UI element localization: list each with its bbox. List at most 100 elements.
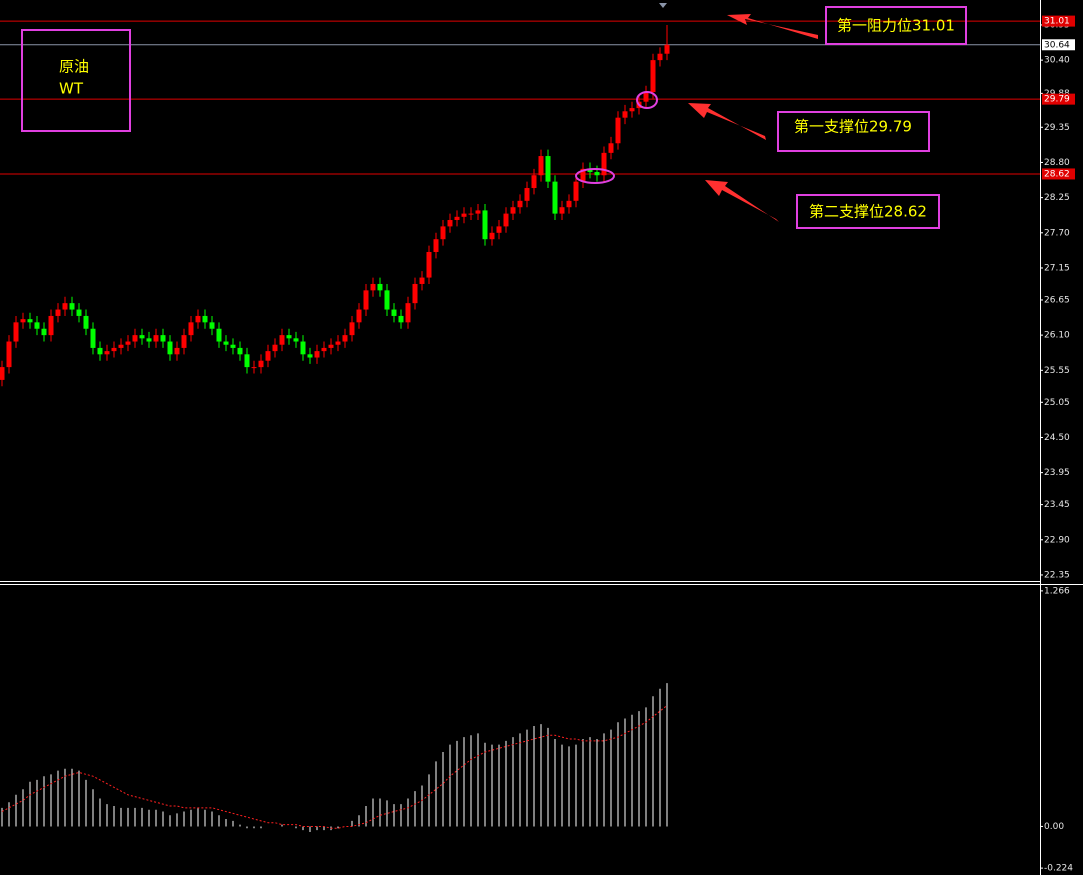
candle-body [433,239,439,252]
y-tick-label: 26.65 [1044,295,1070,305]
candle-body [531,175,537,189]
candle-body [279,335,285,345]
candle-body [615,117,621,144]
candle-body [293,338,299,342]
candle-body [55,309,61,316]
arrow [727,14,818,39]
candle-body [34,322,40,329]
candle-body [377,283,383,291]
candle-body [545,156,551,182]
candle-body [650,60,656,93]
candle-body [608,143,614,153]
candle-body [342,335,348,342]
signal-line [1,705,668,829]
candle-body [76,309,82,316]
candle-body [349,322,355,336]
candle-body [258,360,264,368]
candle-body [482,210,488,240]
annotation-box [777,111,930,152]
candle-body [132,335,138,342]
shift-marker [659,3,667,8]
candle-body [300,341,306,355]
annotation-box [796,194,940,229]
y-tick-label: 28.80 [1044,158,1070,168]
annotation: 第一支撑位29.79 [794,118,912,136]
candle-body [146,338,152,342]
candle-body [118,344,124,348]
candle-body [664,44,670,54]
candle-body [265,351,271,361]
candle-body [475,210,481,214]
candle-body [405,303,411,323]
level-label: 30.64 [1044,40,1070,50]
candle-body [69,303,75,310]
candle-body [440,226,446,240]
candle-body [496,226,502,233]
candle-body [209,322,215,329]
plot-layers: 30.9530.4029.8829.3528.8028.2527.7027.15… [0,15,1075,874]
candle-body [174,347,180,355]
candle-body [62,303,68,310]
y-tick-label: -0.224 [1044,864,1073,874]
candle-body [188,322,194,336]
candle-body [335,341,341,345]
candle-body [552,181,558,214]
candle-body [370,283,376,291]
candle-body [580,168,586,182]
candle-body [447,220,453,227]
candle-body [0,367,5,380]
candle-body [202,315,208,323]
candle-body [167,341,173,355]
candle-body [601,152,607,176]
y-tick-label: 23.45 [1044,500,1070,510]
candle-body [314,351,320,358]
candle-body [13,322,19,342]
candle-body [160,335,166,342]
candle-body [622,111,628,118]
annotation-box [825,6,967,45]
annotation: 第一阻力位31.01 [837,17,955,35]
candle-body [363,290,369,310]
candle-body [657,53,663,61]
candle-body [216,328,222,342]
arrow [705,180,779,222]
candle-body [251,367,257,369]
candle-body [20,319,26,323]
candle-body [510,207,516,214]
candle-body [237,347,243,355]
highlight [575,168,615,184]
candle-body [587,168,593,173]
candle-body [244,354,250,368]
instrument-box [21,29,131,132]
instrument-label: WT [59,80,84,98]
candle-body [223,341,229,345]
y-tick-label: 29.35 [1044,123,1070,133]
candle-body [468,213,474,215]
candle-body [559,207,565,214]
y-tick-label: 28.25 [1044,193,1070,203]
y-tick-label: 24.50 [1044,433,1070,443]
candle-body [111,347,117,352]
candle-body [195,315,201,323]
candle-body [27,319,33,323]
y-tick-label: 25.05 [1044,398,1070,408]
level-tag [1042,168,1075,180]
candle-body [419,277,425,284]
candle-body [391,309,397,316]
instrument-label: 原油 [59,58,89,76]
candle-body [321,347,327,352]
y-tick-label: 22.90 [1044,535,1070,545]
candle-body [104,351,110,355]
candle-body [153,335,159,342]
candle-body [524,188,530,201]
y-tick-label: 23.95 [1044,468,1070,478]
y-tick-label: 0.00 [1044,822,1064,832]
candle-body [503,213,509,227]
candle-body [454,216,460,221]
level-label: 31.01 [1044,17,1070,27]
y-tick-label: 27.15 [1044,263,1070,273]
candle-body [125,341,131,345]
candle-body [517,200,523,208]
candle-body [412,283,418,304]
